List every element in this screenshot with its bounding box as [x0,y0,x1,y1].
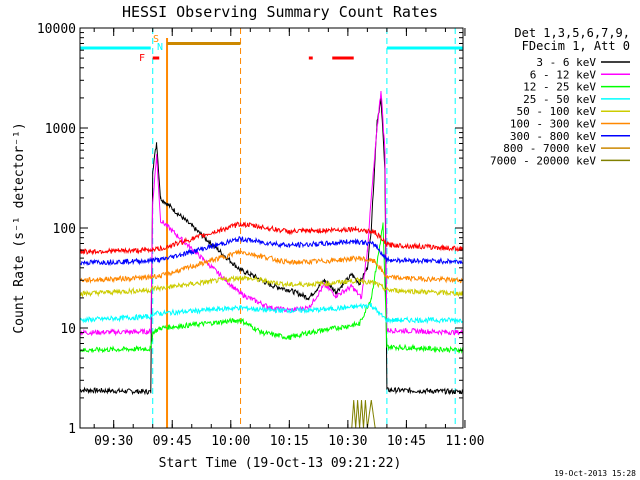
legend-label: 3 - 6 keV [536,56,596,69]
flag-n: N [157,42,163,53]
series-line [79,90,464,337]
x-tick-label: 10:30 [328,434,367,449]
y-tick-label: 100 [53,222,76,237]
footer-date: 19-Oct-2013 15:28 [554,469,636,478]
y-tick-label: 1 [68,422,76,437]
legend-label: 25 - 50 keV [523,93,596,106]
series-line [79,222,464,354]
x-tick-label: 10:45 [387,434,426,449]
legend-label: 800 - 7000 keV [503,142,596,155]
chart-title: HESSI Observing Summary Count Rates [122,3,438,21]
legend-header-line-2: FDecim 1, Att 0 [522,39,630,53]
series-line [79,97,464,396]
x-tick-label: 10:15 [270,434,309,449]
legend-label: 6 - 12 keV [530,68,597,81]
flag-f: F [139,53,145,64]
y-tick-label: 10 [60,322,76,337]
series-line [79,248,464,284]
x-tick-label: 11:00 [445,434,484,449]
y-tick-label: 10000 [37,22,76,37]
series-line [351,400,376,429]
legend-label: 100 - 300 keV [510,118,596,131]
legend-label: 12 - 25 keV [523,81,596,94]
series-line [79,221,464,256]
legend-label: 300 - 800 keV [510,130,596,143]
y-tick-label: 1000 [45,122,76,137]
series-line [79,274,464,298]
legend-label: 50 - 100 keV [517,105,597,118]
series-line [79,235,464,267]
x-axis-label: Start Time (19-Oct-13 09:21:22) [159,456,402,471]
x-tick-label: 10:00 [211,434,250,449]
plot-layer: 1 10 100 1000 10000 09:30 09:45 10:00 10:15 10:30… [37,22,630,449]
x-tick-label: 09:30 [94,434,133,449]
flag-s: S [153,34,159,45]
y-axis-label: Count Rate (s⁻¹ detector⁻¹) [12,122,27,333]
legend-label: 7000 - 20000 keV [490,154,596,167]
x-tick-label: 09:45 [153,434,192,449]
legend-header-line-1: Det 1,3,5,6,7,9, [514,26,630,40]
series-line [79,302,464,325]
